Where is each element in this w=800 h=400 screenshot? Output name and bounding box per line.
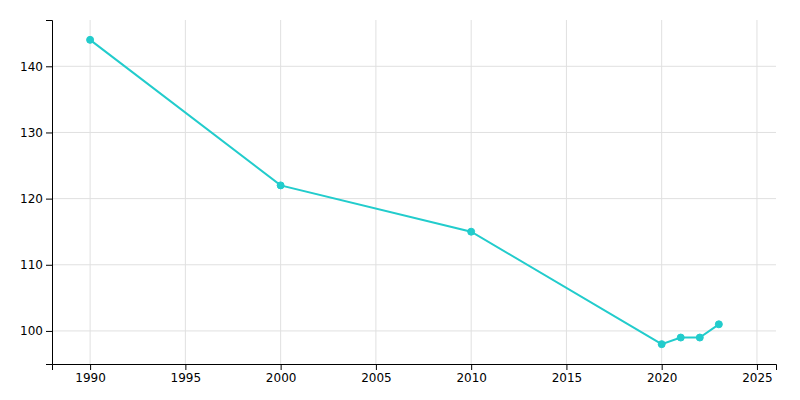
tick: 140 — [20, 60, 52, 74]
point — [468, 228, 475, 235]
tick-mark — [566, 364, 567, 370]
tick: 1990 — [75, 364, 106, 385]
tick: 2015 — [552, 364, 583, 385]
tick-label: 130 — [20, 126, 43, 140]
grid-line-y — [52, 66, 776, 67]
tick-label: 120 — [20, 192, 43, 206]
line — [90, 40, 719, 344]
grid-line-x — [90, 20, 91, 364]
tick-label: 2020 — [647, 371, 678, 385]
point — [677, 334, 684, 341]
tick-mark — [46, 66, 52, 67]
tick-label: 1995 — [171, 371, 202, 385]
tick-mark — [90, 364, 91, 370]
grid-line-y — [52, 132, 776, 133]
grid-line-y — [52, 198, 776, 199]
point — [277, 182, 284, 189]
tick-mark — [46, 265, 52, 266]
y-axis: 100 110 120 130 140 — [20, 21, 52, 365]
grid-line-x — [471, 20, 472, 364]
grid-line-x — [756, 20, 757, 364]
tick-mark — [376, 364, 377, 370]
point — [658, 341, 665, 348]
tick-mark — [662, 364, 663, 370]
tick-label: 2000 — [266, 371, 297, 385]
point — [87, 36, 94, 43]
grid-line-x — [185, 20, 186, 364]
tick-mark — [46, 331, 52, 332]
axis-line — [53, 365, 777, 371]
grid-line-x — [566, 20, 567, 364]
chart-svg: 1990 1995 2000 2005 2010 2015 2020 2025 100 110 12… — [0, 0, 800, 400]
tick: 2025 — [742, 364, 773, 385]
tick-mark — [46, 199, 52, 200]
grid-line-y — [52, 330, 776, 331]
grid — [52, 20, 776, 364]
tick-label: 2010 — [456, 371, 487, 385]
tick: 2020 — [647, 364, 678, 385]
series — [87, 36, 723, 347]
tick-label: 100 — [20, 324, 43, 338]
tick-mark — [46, 132, 52, 133]
tick: 2010 — [456, 364, 487, 385]
point — [696, 334, 703, 341]
tick: 120 — [20, 192, 52, 206]
tick-label: 110 — [20, 258, 43, 272]
tick-label: 140 — [20, 60, 43, 74]
tick: 100 — [20, 324, 52, 338]
axis-line — [46, 21, 53, 365]
point — [715, 321, 722, 328]
grid-line-x — [375, 20, 376, 364]
tick: 2005 — [361, 364, 392, 385]
chart-container: 1990 1995 2000 2005 2010 2015 2020 2025 100 110 12… — [0, 0, 800, 400]
tick: 1995 — [171, 364, 202, 385]
plot-area: 1990 1995 2000 2005 2010 2015 2020 2025 100 110 12… — [20, 20, 776, 385]
tick-mark — [185, 364, 186, 370]
tick-mark — [471, 364, 472, 370]
tick-mark — [757, 364, 758, 370]
grid-line-x — [661, 20, 662, 364]
tick-label: 2015 — [552, 371, 583, 385]
tick-label: 1990 — [75, 371, 106, 385]
tick-label: 2025 — [742, 371, 773, 385]
grid-line-x — [280, 20, 281, 364]
tick: 110 — [20, 258, 52, 272]
x-axis: 1990 1995 2000 2005 2010 2015 2020 2025 — [53, 364, 777, 385]
tick: 130 — [20, 126, 52, 140]
tick-label: 2005 — [361, 371, 392, 385]
tick: 2000 — [266, 364, 297, 385]
tick-mark — [281, 364, 282, 370]
grid-line-y — [52, 264, 776, 265]
